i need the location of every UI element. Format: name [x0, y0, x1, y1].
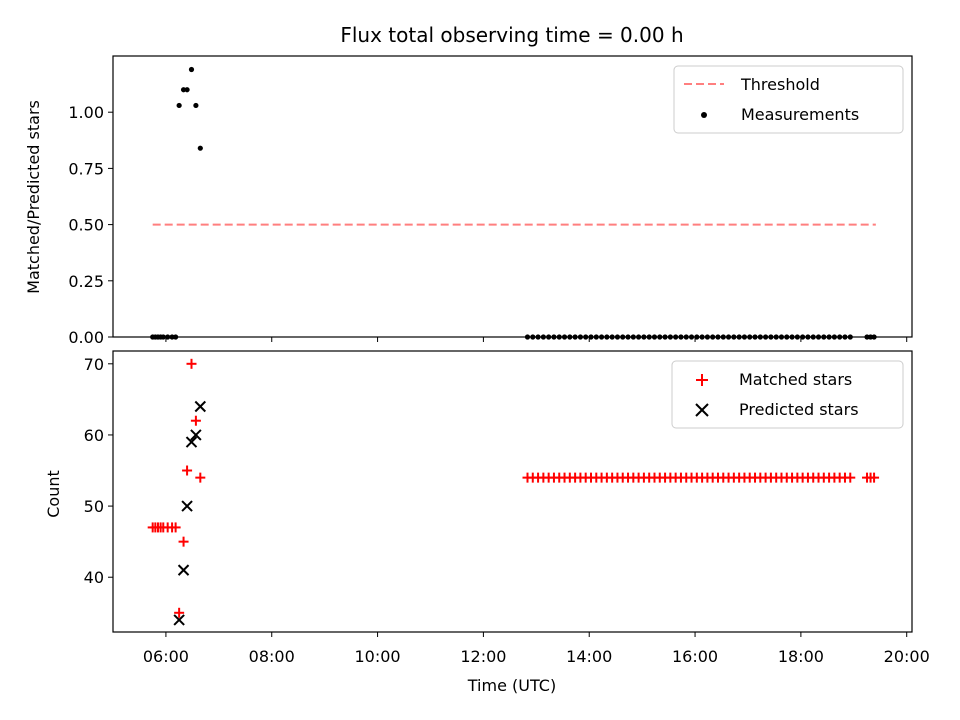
predicted-star-point [173, 614, 185, 626]
predicted-star-point [185, 436, 198, 448]
top-legend: Threshold Measurements [673, 65, 904, 134]
matched-star-point [869, 472, 880, 483]
top-y-tick-label: 0.00 [68, 328, 104, 347]
star-count-plot: 06:00 08:00 10:00 12:00 14:00 16:00 18:00 20:00… [84, 355, 930, 666]
matched-star-point [186, 358, 197, 369]
matched-star-point [195, 472, 206, 483]
x-tick-label: 06:00 [143, 647, 189, 666]
legend-matched-swatch [696, 374, 708, 386]
flux-ratio-plot: 0.00 0.25 0.50 0.75 1.00 [68, 66, 908, 347]
top-plot-frame [112, 55, 913, 338]
top-y-tick-label: 0.75 [68, 159, 104, 178]
legend-threshold-label: Threshold [740, 75, 820, 94]
legend-predicted-label: Predicted stars [739, 400, 859, 419]
x-tick-label: 14:00 [566, 647, 612, 666]
legend-matched-label: Matched stars [739, 370, 852, 389]
bottom-legend-box [671, 360, 904, 429]
bottom-legend: Matched stars Predicted stars [671, 360, 904, 429]
x-axis-label: Time (UTC) [467, 676, 556, 695]
predicted-star-point [190, 429, 202, 441]
predicted-star-point [177, 564, 190, 576]
legend-measurements-swatch [701, 112, 707, 118]
measurement-point [193, 102, 199, 109]
top-y-tick-label: 1.00 [68, 103, 104, 122]
matched-star-point [174, 607, 185, 618]
predicted-star-point [181, 500, 193, 512]
predicted-star-point [194, 400, 207, 413]
x-tick-label: 20:00 [884, 647, 930, 666]
x-tick-label: 18:00 [778, 647, 824, 666]
measurement-point [184, 87, 190, 93]
x-tick-label: 08:00 [249, 647, 295, 666]
legend-predicted-swatch [695, 403, 709, 417]
matched-star-point [170, 522, 181, 533]
bottom-y-tick-label: 70 [84, 355, 104, 374]
bottom-y-tick-label: 60 [84, 426, 104, 445]
matched-star-point [178, 536, 189, 547]
matched-star-point [182, 465, 193, 476]
bottom-y-axis-label: Count [44, 470, 63, 518]
measurement-point [176, 102, 182, 109]
matched-star-point [845, 472, 856, 483]
measurement-point [197, 145, 203, 151]
top-y-tick-label: 0.25 [68, 272, 104, 291]
legend-measurements-label: Measurements [741, 105, 859, 124]
bottom-y-tick-label: 50 [84, 497, 104, 516]
bottom-plot-frame [112, 350, 913, 633]
chart-title: Flux total observing time = 0.00 h [340, 23, 683, 47]
x-tick-label: 10:00 [355, 647, 401, 666]
x-tick-label: 12:00 [460, 647, 506, 666]
x-tick-label: 16:00 [672, 647, 718, 666]
top-legend-box [673, 65, 904, 134]
top-y-axis-label: Matched/Predicted stars [24, 100, 43, 294]
measurement-point [188, 66, 195, 73]
matched-star-point [190, 415, 201, 426]
bottom-y-tick-label: 40 [84, 568, 104, 587]
top-y-tick-label: 0.50 [68, 216, 104, 235]
